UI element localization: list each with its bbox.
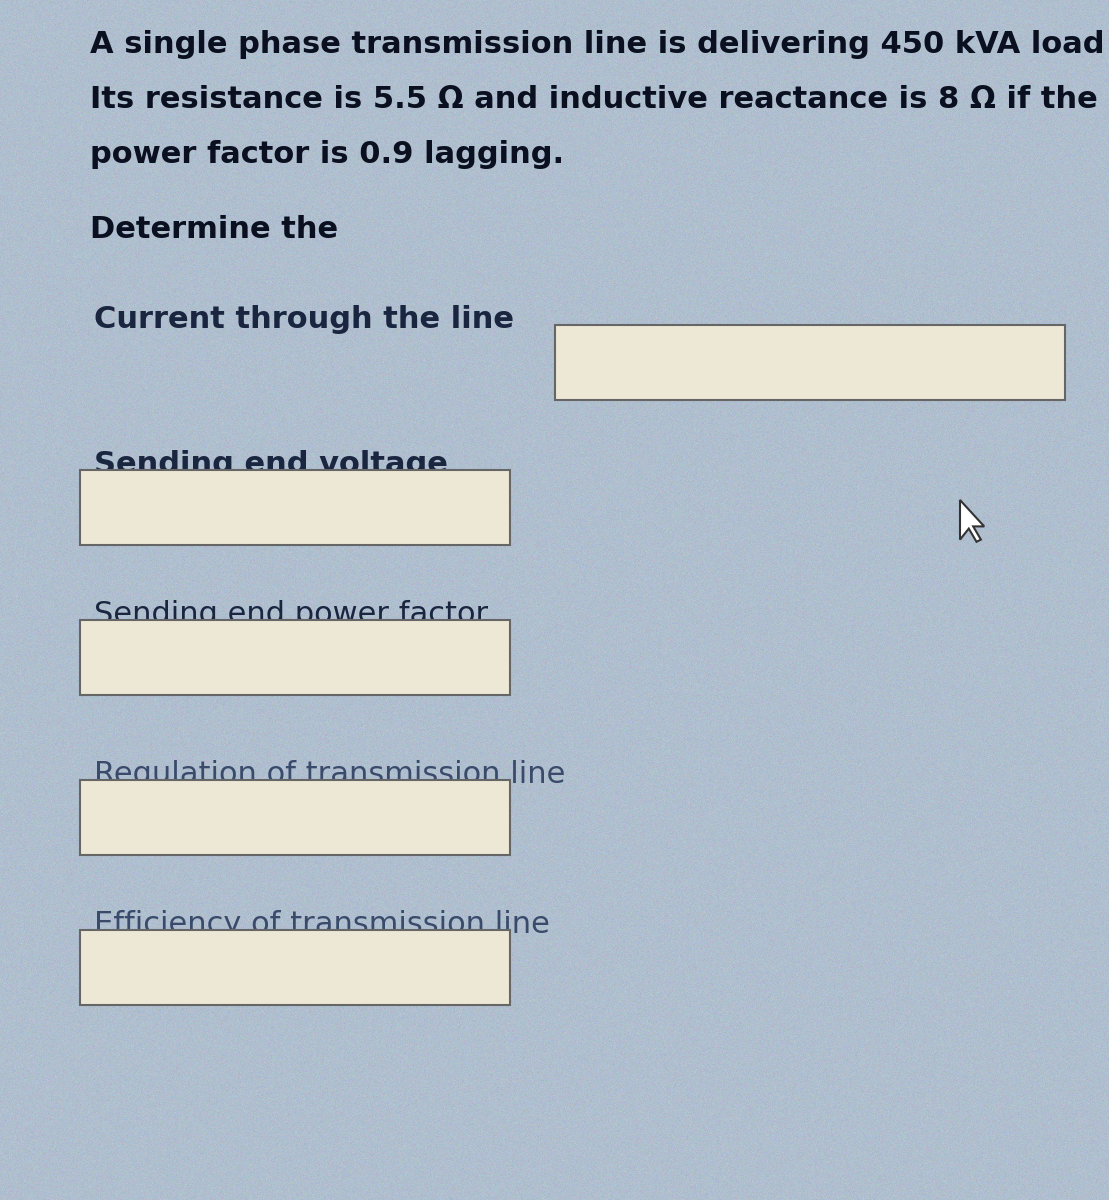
Text: Its resistance is 5.5 Ω and inductive reactance is 8 Ω if the load: Its resistance is 5.5 Ω and inductive re… <box>90 85 1109 114</box>
Text: Sending end voltage: Sending end voltage <box>94 450 448 479</box>
FancyBboxPatch shape <box>554 325 1065 400</box>
Text: Current through the line: Current through the line <box>94 305 515 334</box>
Text: A single phase transmission line is delivering 450 kVA load at 14 kV.: A single phase transmission line is deli… <box>90 30 1109 59</box>
Text: Efficiency of transmission line: Efficiency of transmission line <box>94 910 550 938</box>
FancyBboxPatch shape <box>80 930 510 1006</box>
Text: Determine the: Determine the <box>90 215 338 244</box>
Polygon shape <box>960 500 984 541</box>
FancyBboxPatch shape <box>80 470 510 545</box>
Text: Sending end power factor: Sending end power factor <box>94 600 488 629</box>
Text: Regulation of transmission line: Regulation of transmission line <box>94 760 566 790</box>
FancyBboxPatch shape <box>80 620 510 695</box>
FancyBboxPatch shape <box>80 780 510 854</box>
Text: power factor is 0.9 lagging.: power factor is 0.9 lagging. <box>90 140 564 169</box>
